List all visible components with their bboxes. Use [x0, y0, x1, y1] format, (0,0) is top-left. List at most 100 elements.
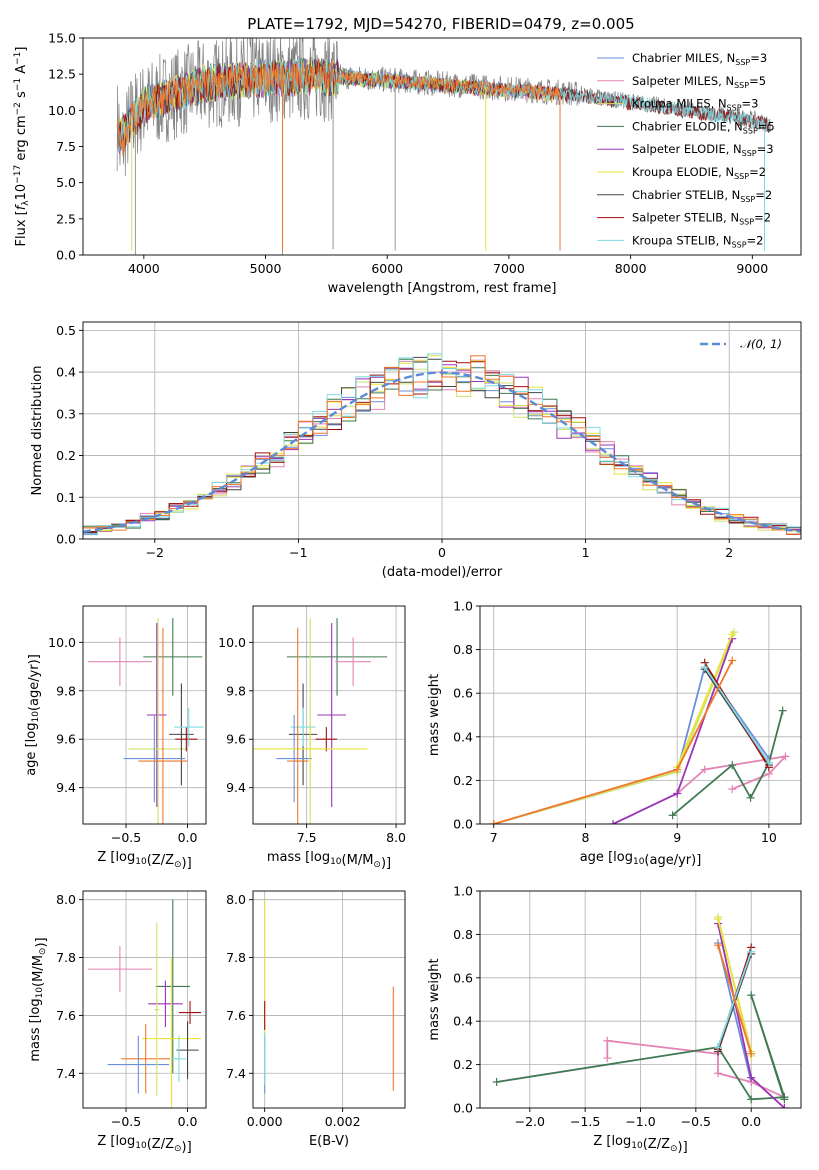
x-tick-label: −0.5	[111, 1114, 141, 1129]
y-tick-label: 1.0	[453, 599, 473, 614]
y-tick-label: 9.8	[56, 683, 76, 698]
x-axis-label: (data-model)/error	[382, 565, 503, 580]
y-axis-label: age [log10(age/yr)]	[24, 654, 42, 776]
y-tick-label: 0.0	[56, 248, 76, 263]
legend-label: Kroupa MILES, NSSP=3	[632, 97, 758, 113]
series-line	[717, 945, 753, 1055]
axes-frame	[252, 890, 406, 1109]
plus-marker	[780, 1095, 789, 1104]
legend-label: Chabrier STELIB, NSSP=2	[632, 188, 772, 204]
plot-area	[116, 38, 771, 255]
y-tick-label: 0.3	[56, 406, 76, 421]
plus-marker	[728, 785, 737, 794]
x-tick-label: 7	[490, 830, 498, 845]
x-axis-label: E(B-V)	[309, 1134, 349, 1149]
x-axis-label: Z [log10(Z/Z⊙)]	[97, 1134, 191, 1155]
x-tick-label: 8.0	[386, 830, 406, 845]
y-tick-label: 10.0	[48, 635, 76, 650]
errorbar-point	[286, 627, 309, 824]
y-tick-label: 7.8	[226, 950, 246, 965]
errorbar-point	[176, 1021, 199, 1080]
x-tick-label: −0.5	[111, 830, 141, 845]
y-tick-label: 15.0	[48, 31, 76, 46]
y-tick-label: 0.6	[453, 970, 473, 985]
y-tick-label: 0.2	[453, 1057, 473, 1072]
legend-label: Kroupa ELODIE, NSSP=2	[632, 165, 766, 181]
axes-frame	[479, 605, 802, 825]
plus-marker	[778, 706, 787, 715]
legend-label: Salpeter ELODIE, NSSP=3	[632, 142, 774, 158]
y-tick-label: 0.2	[56, 448, 76, 463]
series-line	[612, 638, 734, 824]
x-tick-label: 7.5	[297, 830, 317, 845]
plot-area	[83, 606, 206, 824]
x-axis-label: Z [log10(Z/Z⊙)]	[97, 850, 191, 871]
errorbar-point	[138, 627, 188, 824]
y-tick-label: 0.5	[56, 323, 76, 338]
y-tick-label: 7.5	[56, 139, 76, 154]
x-tick-label: 8000	[615, 261, 647, 276]
y-tick-label: 7.4	[56, 1066, 76, 1081]
y-tick-label: 8.0	[226, 892, 246, 907]
y-tick-label: 0.4	[453, 1014, 473, 1029]
histogram-step	[83, 353, 801, 536]
errorbar-point	[146, 622, 167, 808]
plus-marker	[747, 991, 756, 1000]
y-tick-label: 9.4	[226, 780, 246, 795]
plus-marker	[764, 758, 773, 767]
y-tick-label: 0.2	[453, 773, 473, 788]
x-tick-label: 5000	[250, 261, 282, 276]
plus-marker	[728, 656, 737, 665]
y-tick-label: 9.6	[56, 732, 76, 747]
y-tick-label: 12.5	[48, 67, 76, 82]
plus-marker	[603, 1036, 612, 1045]
panel-weight-vs-Z: −2.0 −1.5 −1.0 −0.5 0.0 0.0 0.2 0.4 0.6 0.8 1.0 Z […	[427, 884, 802, 1155]
y-tick-label: 10.0	[48, 103, 76, 118]
x-tick-label: 8	[581, 830, 589, 845]
errorbar-point	[317, 622, 346, 808]
y-tick-label: 0.8	[453, 927, 473, 942]
x-tick-label: −0.5	[681, 1114, 711, 1129]
y-tick-label: 10.0	[218, 635, 246, 650]
series-line	[676, 633, 734, 768]
errorbar-point	[154, 922, 160, 1097]
y-tick-label: 9.4	[56, 780, 76, 795]
errorbar-point	[107, 1035, 170, 1094]
legend-label: Salpeter STELIB, NSSP=2	[632, 211, 771, 227]
y-tick-label: 0.4	[56, 365, 76, 380]
x-tick-label: 10	[761, 830, 777, 845]
plus-marker	[746, 793, 755, 802]
x-tick-label: 0	[438, 545, 446, 560]
plus-marker	[713, 1069, 722, 1078]
errorbar-point	[148, 980, 183, 1027]
y-tick-label: 5.0	[56, 175, 76, 190]
errorbar-point	[335, 637, 372, 686]
axes-frame	[82, 605, 207, 825]
y-tick-label: 7.6	[56, 1008, 76, 1023]
legend-label: Chabrier ELODIE, NSSP=5	[632, 119, 775, 135]
y-axis-label: Normed distribution	[30, 366, 45, 496]
plus-marker	[713, 915, 722, 924]
series-line	[119, 58, 558, 148]
series-line	[493, 664, 770, 824]
x-tick-label: 0.000	[247, 1114, 283, 1129]
axes-frame	[82, 890, 207, 1109]
y-tick-label: 1.0	[453, 884, 473, 899]
plot-area	[83, 891, 206, 1108]
errorbar-point	[276, 715, 313, 803]
plus-marker	[673, 789, 682, 798]
errorbar-point	[178, 1000, 202, 1025]
plot-area	[253, 606, 405, 824]
legend: Chabrier MILES, NSSP=3 Salpeter MILES, NS…	[597, 51, 775, 249]
y-tick-label: 7.6	[226, 1008, 246, 1023]
legend-label: Chabrier MILES, NSSP=3	[632, 51, 767, 67]
y-tick-label: 7.4	[226, 1066, 246, 1081]
y-tick-label: 0.1	[56, 490, 76, 505]
y-tick-label: 9.6	[226, 732, 246, 747]
x-axis-label: Z [log10(Z/Z⊙)]	[593, 1134, 687, 1155]
plot-area	[480, 891, 801, 1108]
plus-marker	[728, 630, 737, 639]
plus-marker	[713, 1043, 722, 1052]
errorbar-point	[169, 683, 194, 786]
y-tick-label: 0.0	[56, 532, 76, 547]
